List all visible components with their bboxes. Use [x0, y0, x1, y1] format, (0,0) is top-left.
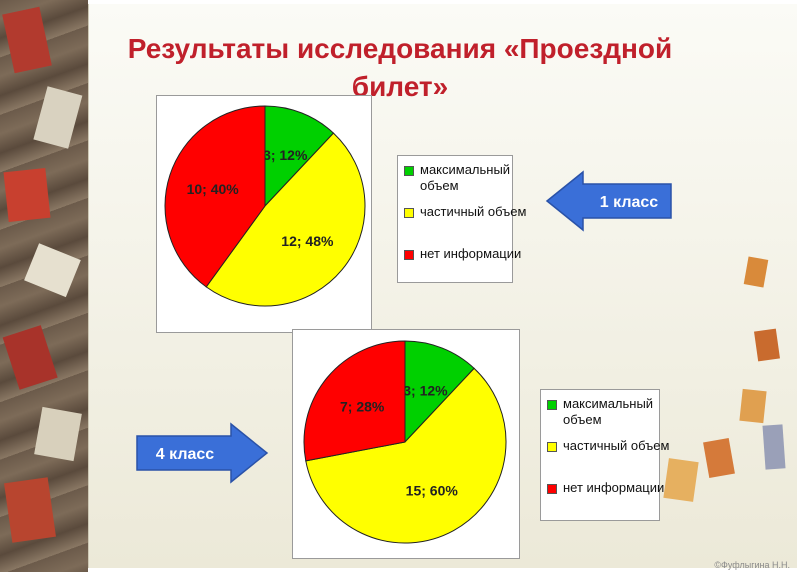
pie-1-data-label-1: 12; 48% — [281, 233, 334, 249]
legend-1-item-partial: частичный объем — [404, 204, 530, 220]
pie-chart-2: 3; 12% 15; 60% 7; 28% — [293, 330, 519, 558]
arrow-right-icon: 4 класс — [135, 422, 270, 484]
arrow-left-icon: 1 класс — [545, 170, 675, 232]
legend-swatch-green — [404, 166, 414, 176]
pie-2-data-label-2: 7; 28% — [340, 399, 385, 415]
decorative-book-strip — [0, 0, 88, 572]
pie-2-data-label-0: 3; 12% — [403, 382, 448, 398]
legend-1-label-partial: частичный объем — [420, 204, 530, 220]
walking-books-decoration-icon — [646, 250, 796, 550]
legend-1-item-max: максимальный объем — [404, 162, 530, 194]
legend-swatch-red — [404, 250, 414, 260]
legend-1-item-none: нет информации — [404, 246, 530, 262]
pie-chart-1-frame: 3; 12% 12; 48% 10; 40% — [156, 95, 372, 333]
legend-1-label-none: нет информации — [420, 246, 530, 262]
footer-credit: ©Фуфлыгина Н.Н. — [714, 560, 790, 570]
legend-swatch-green — [547, 400, 557, 410]
pie-1-data-label-2: 10; 40% — [187, 181, 240, 197]
arrow-label-grade-1: 1 класс — [600, 194, 659, 211]
legend-swatch-red — [547, 484, 557, 494]
legend-swatch-yellow — [547, 442, 557, 452]
pie-1-data-label-0: 3; 12% — [263, 147, 308, 163]
arrow-label-grade-4: 4 класс — [156, 446, 215, 463]
legend-swatch-yellow — [404, 208, 414, 218]
pie-chart-2-frame: 3; 12% 15; 60% 7; 28% — [292, 329, 520, 559]
legend-1: максимальный объем частичный объем нет и… — [397, 155, 513, 283]
legend-2: максимальный объем частичный объем нет и… — [540, 389, 660, 521]
pie-2-data-label-1: 15; 60% — [406, 483, 459, 499]
pie-chart-1: 3; 12% 12; 48% 10; 40% — [157, 96, 371, 332]
books-decoration-icon — [0, 0, 88, 572]
legend-1-label-max: максимальный объем — [420, 162, 530, 194]
